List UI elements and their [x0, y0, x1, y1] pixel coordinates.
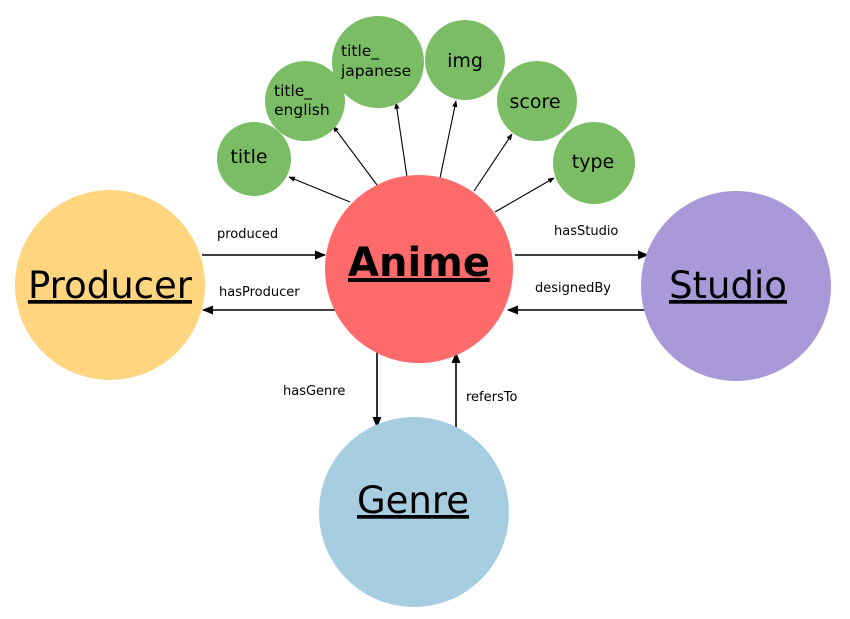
edge-label-produced: produced	[217, 227, 278, 242]
attribute-node-img: img	[425, 20, 505, 100]
edge-img	[439, 100, 458, 179]
attribute-node-title-english: title_ english	[265, 61, 345, 141]
attribute-node-title: title	[217, 122, 291, 196]
attribute-node-title-japanese: title_ japanese	[332, 16, 424, 108]
node-label-producer: Producer	[28, 264, 193, 307]
edge-label-has-producer: hasProducer	[219, 285, 300, 300]
edge-label-has-genre: hasGenre	[283, 384, 345, 399]
edge-label-designed-by: designedBy	[535, 281, 611, 296]
attribute-node-type: type	[553, 122, 635, 204]
edge-type	[494, 177, 555, 213]
attribute-label-title-english-1: title_	[274, 82, 312, 101]
attribute-node-score: score	[497, 61, 577, 141]
attribute-label-score: score	[509, 91, 560, 113]
attribute-label-title: title	[230, 146, 267, 168]
attribute-label-title-japanese-1: title_	[341, 42, 379, 61]
edge-label-has-studio: hasStudio	[554, 224, 618, 239]
node-label-genre: Genre	[357, 479, 469, 522]
edge-title-japanese	[394, 102, 408, 178]
node-label-studio: Studio	[669, 264, 787, 307]
node-producer: Producer	[15, 190, 205, 380]
node-studio: Studio	[641, 191, 831, 381]
edge-title-english	[332, 125, 378, 186]
edge-score	[473, 133, 513, 192]
attribute-label-title-english-2: english	[274, 101, 330, 119]
node-label-anime: Anime	[348, 240, 490, 286]
edge-title	[288, 176, 351, 203]
attribute-label-type: type	[572, 151, 614, 173]
node-anime: Anime	[325, 175, 513, 363]
attribute-label-img: img	[447, 50, 483, 72]
edge-label-refers-to: refersTo	[466, 390, 517, 405]
node-genre: Genre	[319, 417, 509, 607]
attribute-label-title-japanese-2: japanese	[340, 62, 411, 80]
